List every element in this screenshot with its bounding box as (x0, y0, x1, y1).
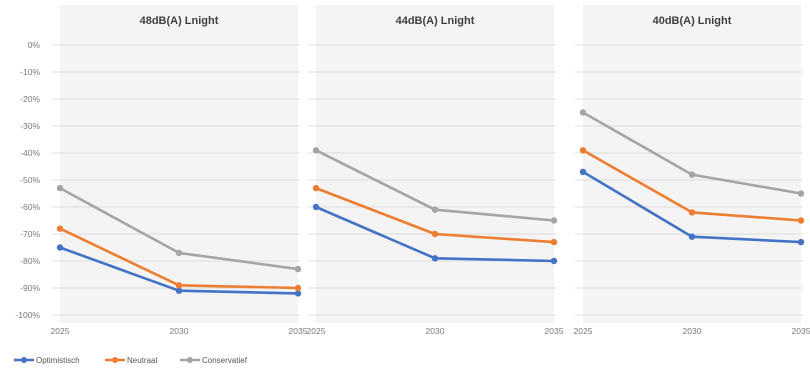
panel-2-background (316, 5, 554, 323)
panel-2-x-tick-label: 2035 (545, 326, 564, 336)
panel-2-title: 44dB(A) Lnight (396, 15, 475, 27)
legend-marker-conservatief (187, 357, 193, 363)
panel-2-x-tick-label: 2025 (307, 326, 326, 336)
panel-3-point-conservatief (688, 171, 696, 178)
panel-3-x-tick-label: 2035 (792, 326, 810, 336)
panel-1-title: 48dB(A) Lnight (140, 15, 219, 27)
panel-2-point-neutraal (431, 230, 439, 238)
y-tick-label: -60% (20, 202, 40, 212)
y-tick-label: -20% (20, 94, 40, 104)
panel-1-point-neutraal (175, 282, 183, 289)
panel-3-point-conservatief (797, 190, 805, 197)
panel-3-x-tick-label: 2030 (683, 326, 702, 336)
y-tick-label: -30% (20, 121, 40, 131)
panel-2-x-tick-label: 2030 (426, 326, 445, 336)
panel-3-x-tick-label: 2025 (574, 326, 593, 336)
panel-1-point-neutraal (56, 225, 64, 232)
panel-1-point-optimistisch (175, 287, 183, 294)
y-tick-label: -90% (20, 283, 40, 293)
panel-1-point-neutraal (294, 284, 302, 292)
panel-1-point-conservatief (175, 249, 183, 257)
panel-1-x-tick-label: 2035 (289, 326, 308, 336)
panel-3-point-optimistisch (797, 238, 805, 246)
y-tick-label: 0% (28, 40, 41, 50)
panel-3-point-conservatief (579, 109, 587, 116)
y-tick-label: -50% (20, 175, 40, 185)
panel-1-background (60, 5, 298, 323)
panel-3-point-optimistisch (688, 233, 696, 240)
panel-3-point-neutraal (797, 217, 805, 224)
panel-2-point-conservatief (550, 217, 558, 224)
panel-3-background (583, 5, 801, 323)
panel-3-point-optimistisch (579, 168, 587, 176)
panel-2-point-neutraal (312, 184, 320, 192)
y-tick-label: -100% (15, 310, 40, 320)
panel-2-point-optimistisch (550, 257, 558, 265)
panel-1-point-optimistisch (294, 290, 302, 297)
panel-2-point-neutraal (550, 238, 558, 246)
legend-marker-optimistisch (21, 357, 27, 363)
panel-3-point-neutraal (688, 209, 696, 216)
legend-label-conservatief: Conservatief (202, 356, 248, 365)
panel-2-point-optimistisch (431, 255, 439, 262)
panel-3-point-neutraal (579, 147, 587, 154)
legend-label-neutraal: Neutraal (127, 356, 157, 365)
y-tick-label: -40% (20, 148, 40, 158)
panel-1-x-tick-label: 2025 (51, 326, 70, 336)
panel-1-x-tick-label: 2030 (170, 326, 189, 336)
y-tick-label: -10% (20, 67, 40, 77)
panel-1-point-optimistisch (56, 244, 64, 251)
legend-label-optimistisch: Optimistisch (36, 356, 80, 365)
y-tick-label: -70% (20, 229, 40, 239)
panel-2-point-optimistisch (312, 203, 320, 211)
panel-2-point-conservatief (312, 147, 320, 154)
panel-1-point-conservatief (56, 184, 64, 192)
panel-2-point-conservatief (431, 206, 439, 213)
y-tick-label: -80% (20, 256, 40, 266)
panel-1-point-conservatief (294, 265, 302, 273)
panel-3-title: 40dB(A) Lnight (653, 15, 732, 27)
legend-marker-neutraal (112, 357, 118, 363)
